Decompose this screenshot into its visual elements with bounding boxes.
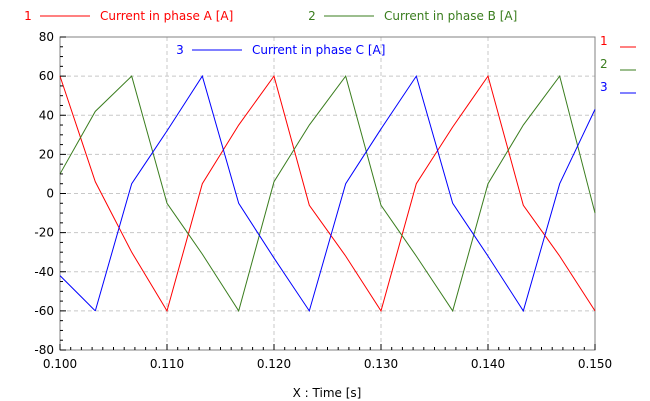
x-axis-label: X : Time [s] (293, 386, 362, 400)
legend-top: 1 Current in phase A [A] 2 Current in phase… (24, 9, 517, 57)
y-tick-label: -40 (34, 265, 54, 279)
x-tick-label: 0.120 (257, 357, 291, 371)
right-legend-index: 2 (600, 57, 608, 71)
x-tick-label: 0.130 (364, 357, 398, 371)
series-line-3 (59, 74, 596, 313)
y-tick-label: -60 (34, 304, 54, 318)
grid-lines (60, 37, 595, 350)
x-tick-label: 0.100 (43, 357, 77, 371)
series-line-1 (59, 74, 596, 313)
y-tick-label: 60 (39, 69, 54, 83)
legend-label: Current in phase A [A] (100, 9, 233, 23)
x-tick-label: 0.140 (471, 357, 505, 371)
right-legend-entry-1: 1 (600, 34, 636, 48)
legend-index: 1 (24, 9, 32, 23)
y-tick-label: 0 (46, 187, 54, 201)
legend-label: Current in phase B [A] (384, 9, 517, 23)
y-tick-label: 40 (39, 108, 54, 122)
legend-label: Current in phase C [A] (252, 43, 385, 57)
legend-index: 3 (176, 43, 184, 57)
right-legend-entry-2: 2 (600, 57, 636, 71)
y-tick-label: 20 (39, 147, 54, 161)
series-lines (59, 74, 596, 313)
y-tick-label: -20 (34, 226, 54, 240)
legend-entry-3: 3 Current in phase C [A] (176, 43, 385, 57)
legend-entry-2: 2 Current in phase B [A] (308, 9, 517, 23)
x-tick-label: 0.150 (578, 357, 612, 371)
series-line-2 (59, 74, 596, 313)
legend-index: 2 (308, 9, 316, 23)
legend-right: 1 2 3 (600, 34, 636, 94)
y-tick-label: 80 (39, 30, 54, 44)
legend-entry-1: 1 Current in phase A [A] (24, 9, 233, 23)
x-tick-label: 0.110 (150, 357, 184, 371)
axis-ticks: -80 -60 -40 -20 0 20 40 60 80 0.100 0.110 0.120 0.13… (34, 30, 612, 371)
right-legend-entry-3: 3 (600, 80, 636, 94)
right-legend-index: 1 (600, 34, 608, 48)
right-legend-index: 3 (600, 80, 608, 94)
y-tick-label: -80 (34, 343, 54, 357)
